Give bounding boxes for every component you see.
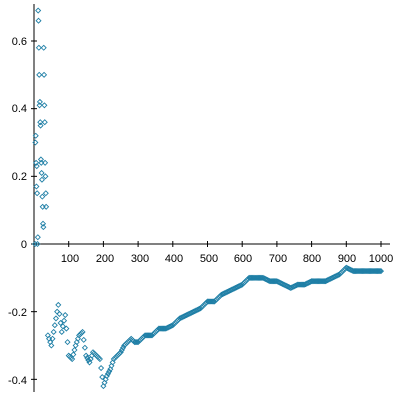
y-tick-label: 0 bbox=[21, 239, 27, 251]
y-tick-label: 0.6 bbox=[12, 36, 27, 48]
data-point bbox=[37, 119, 44, 126]
data-point bbox=[33, 183, 40, 190]
data-point bbox=[41, 119, 48, 126]
data-point bbox=[36, 102, 43, 109]
data-point bbox=[257, 274, 264, 281]
y-tick-label: -0.2 bbox=[8, 307, 27, 319]
x-tick-label: 900 bbox=[338, 253, 356, 265]
data-point bbox=[375, 268, 382, 275]
data-point bbox=[38, 176, 46, 183]
data-point bbox=[64, 339, 71, 346]
data-point bbox=[48, 342, 55, 349]
data-point bbox=[36, 71, 43, 78]
data-point bbox=[175, 316, 182, 323]
data-point bbox=[78, 330, 85, 337]
data-point bbox=[37, 156, 44, 163]
data-point bbox=[147, 332, 154, 339]
data-point bbox=[63, 325, 70, 332]
data-points bbox=[32, 7, 385, 390]
data-point bbox=[52, 315, 60, 322]
data-point bbox=[61, 317, 68, 324]
data-point bbox=[49, 335, 56, 342]
data-point bbox=[32, 132, 39, 139]
data-point bbox=[217, 292, 224, 299]
data-point bbox=[116, 350, 123, 357]
y-tick-label: 0.2 bbox=[12, 171, 27, 183]
data-point bbox=[32, 240, 39, 248]
data-point bbox=[377, 268, 385, 275]
x-tick-label: 500 bbox=[200, 253, 218, 265]
data-point bbox=[35, 7, 42, 14]
y-tick-labels: 0.6 0.4 0.2 0 -0.2 -0.4 bbox=[8, 36, 27, 387]
data-point bbox=[32, 139, 39, 146]
data-point bbox=[62, 312, 69, 319]
data-point bbox=[40, 44, 47, 51]
data-point bbox=[39, 193, 46, 200]
data-point bbox=[40, 224, 47, 231]
data-point bbox=[41, 102, 48, 109]
data-point bbox=[42, 173, 49, 180]
x-tick-labels: 100 200 300 400 500 600 700 800 900 1000 bbox=[61, 253, 393, 265]
x-tick-label: 800 bbox=[303, 253, 321, 265]
data-point bbox=[33, 159, 40, 166]
x-tick-label: 700 bbox=[269, 253, 287, 265]
data-point bbox=[80, 336, 87, 343]
x-tick-label: 200 bbox=[96, 253, 114, 265]
data-point bbox=[36, 98, 43, 105]
x-tick-label: 1000 bbox=[369, 253, 393, 265]
data-point bbox=[70, 351, 77, 358]
data-point bbox=[210, 298, 217, 305]
data-point bbox=[37, 122, 44, 129]
data-point bbox=[81, 344, 88, 351]
data-point bbox=[34, 190, 41, 197]
data-point bbox=[43, 203, 50, 210]
data-point bbox=[71, 346, 78, 354]
y-tick-label: -0.4 bbox=[8, 375, 27, 387]
axes bbox=[33, 4, 390, 392]
data-point bbox=[34, 234, 41, 241]
data-point bbox=[59, 323, 66, 330]
data-point bbox=[126, 336, 134, 343]
data-point bbox=[55, 301, 62, 308]
data-point bbox=[79, 328, 86, 336]
data-point bbox=[38, 169, 45, 176]
data-point bbox=[35, 17, 42, 24]
data-point bbox=[51, 322, 58, 329]
data-point bbox=[96, 355, 103, 363]
data-point bbox=[34, 240, 41, 248]
x-tick-label: 300 bbox=[131, 253, 149, 265]
data-point bbox=[133, 339, 140, 346]
x-tick-label: 100 bbox=[61, 253, 79, 265]
data-point bbox=[85, 357, 92, 364]
data-point bbox=[39, 220, 47, 227]
data-point bbox=[84, 354, 91, 361]
data-point bbox=[271, 278, 278, 285]
tick-marks bbox=[31, 40, 382, 380]
data-point bbox=[41, 71, 48, 78]
x-tick-label: 600 bbox=[234, 253, 252, 265]
data-point bbox=[57, 319, 64, 326]
data-point bbox=[42, 159, 49, 166]
data-point bbox=[69, 355, 76, 363]
x-tick-label: 400 bbox=[165, 253, 183, 265]
data-point bbox=[98, 365, 105, 372]
data-point bbox=[99, 374, 106, 381]
data-point bbox=[42, 190, 49, 197]
data-point bbox=[58, 328, 65, 336]
data-point bbox=[33, 163, 40, 170]
data-point bbox=[35, 44, 42, 51]
data-point bbox=[56, 310, 63, 317]
data-point bbox=[83, 352, 90, 359]
y-tick-label: 0.4 bbox=[12, 103, 27, 115]
data-point bbox=[50, 328, 57, 336]
data-point bbox=[376, 268, 383, 275]
